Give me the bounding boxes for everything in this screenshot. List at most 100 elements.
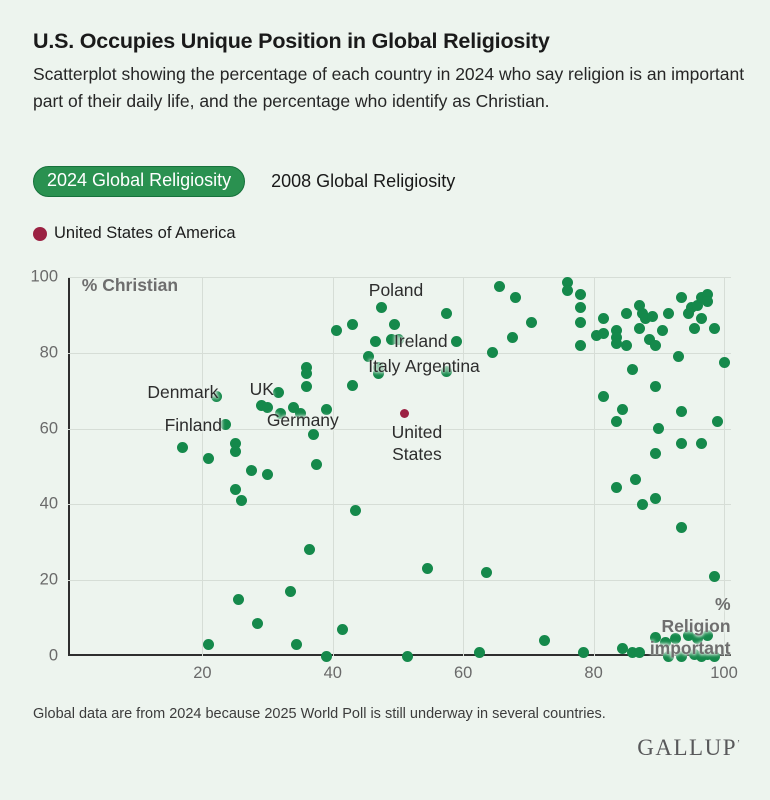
country-data-point [372, 368, 384, 380]
country-data-point [653, 423, 665, 435]
country-data-point [385, 334, 397, 346]
country-data-point [695, 292, 707, 304]
country-data-point [650, 381, 662, 393]
country-data-point [676, 521, 688, 533]
y-tick-label-100: 100 [30, 267, 58, 286]
country-data-point [232, 593, 244, 605]
country-data-point [633, 646, 645, 658]
country-data-point [702, 648, 714, 660]
country-data-point [692, 633, 704, 645]
tab-2024-global-religiosity[interactable]: 2024 Global Religiosity [33, 166, 246, 197]
page-title: U.S. Occupies Unique Position in Global … [33, 29, 550, 53]
country-data-point [311, 459, 322, 471]
country-data-point [330, 324, 342, 336]
x-tick-label-20: 20 [193, 664, 212, 682]
annotation-argentina: Argentina [404, 355, 480, 376]
source-footnote: Global data are from 2024 because 2025 W… [33, 706, 606, 722]
country-data-point [650, 493, 662, 505]
country-data-point [219, 419, 231, 431]
country-data-point [676, 406, 688, 418]
country-data-point [597, 328, 609, 340]
country-data-point [650, 631, 662, 643]
x-axis-line [68, 654, 731, 656]
country-data-point [620, 307, 632, 319]
country-data-point [203, 453, 215, 465]
country-data-point [320, 650, 332, 662]
country-data-point [676, 292, 688, 304]
x-tick-label-40: 40 [323, 664, 342, 682]
country-data-point [672, 351, 684, 363]
x-tick-label-60: 60 [454, 664, 473, 682]
country-data-point [575, 339, 587, 351]
country-data-point [294, 407, 306, 419]
gridline-x-100 [724, 277, 725, 656]
country-data-point [578, 646, 590, 658]
legend: United States of America [33, 224, 236, 243]
tab-2008-global-religiosity[interactable]: 2008 Global Religiosity [271, 171, 456, 191]
country-data-point [369, 335, 381, 347]
country-data-point [610, 337, 622, 349]
country-data-point [487, 347, 499, 359]
country-data-point [346, 318, 358, 330]
country-data-point [597, 313, 609, 325]
country-data-point [376, 301, 388, 313]
country-data-point [646, 311, 658, 323]
annotation-ireland: Ireland [394, 330, 448, 351]
country-data-point [663, 307, 675, 319]
country-data-point [633, 299, 645, 311]
country-data-point [506, 332, 518, 344]
gridline-y-80 [68, 352, 731, 354]
country-data-point [474, 646, 485, 658]
country-data-point [526, 316, 538, 328]
country-data-point [610, 332, 622, 344]
country-data-point [252, 618, 264, 630]
country-data-point [637, 498, 648, 510]
year-toggle-tabs: 2024 Global Religiosity 2008 Global Reli… [33, 166, 455, 197]
country-data-point [346, 379, 358, 391]
country-data-point [627, 646, 639, 658]
country-data-point [539, 635, 551, 647]
country-data-point [656, 324, 668, 336]
country-data-point [711, 415, 723, 427]
country-data-point [273, 387, 285, 399]
y-tick-label-40: 40 [39, 494, 58, 513]
country-data-point [630, 474, 642, 486]
annotation-uk: UK [249, 379, 274, 400]
country-data-point [402, 650, 414, 662]
country-data-point [177, 442, 189, 454]
country-data-point [685, 301, 697, 313]
country-data-point [211, 390, 223, 402]
country-data-point [637, 307, 648, 319]
y-tick-label-60: 60 [39, 419, 58, 438]
country-data-point [350, 504, 362, 516]
country-data-point [392, 334, 404, 346]
country-data-point [337, 623, 349, 635]
country-data-point [363, 351, 375, 363]
country-data-point [617, 404, 629, 416]
country-data-point [562, 284, 574, 296]
us-data-point [400, 408, 410, 418]
gridline-y-20 [68, 580, 731, 582]
country-data-point [509, 292, 521, 304]
country-data-point [682, 307, 694, 319]
gridline-y-100 [68, 277, 731, 278]
country-data-point [575, 288, 587, 300]
country-data-point [633, 322, 645, 334]
country-data-point [291, 639, 303, 651]
y-tick-label-80: 80 [39, 343, 58, 362]
country-data-point [262, 468, 274, 480]
country-data-point [480, 567, 492, 579]
country-data-point [627, 364, 639, 376]
country-data-point [493, 280, 505, 292]
gridline-x-80 [593, 277, 595, 656]
annotation-germany: Germany [266, 409, 339, 430]
country-data-point [236, 495, 248, 507]
country-data-point [718, 356, 730, 368]
gridline-x-20 [202, 277, 204, 656]
country-data-point [695, 650, 707, 662]
country-data-point [372, 362, 384, 374]
country-data-point [610, 415, 622, 427]
country-data-point [441, 307, 453, 319]
country-data-point [389, 318, 401, 330]
country-data-point [562, 277, 574, 289]
